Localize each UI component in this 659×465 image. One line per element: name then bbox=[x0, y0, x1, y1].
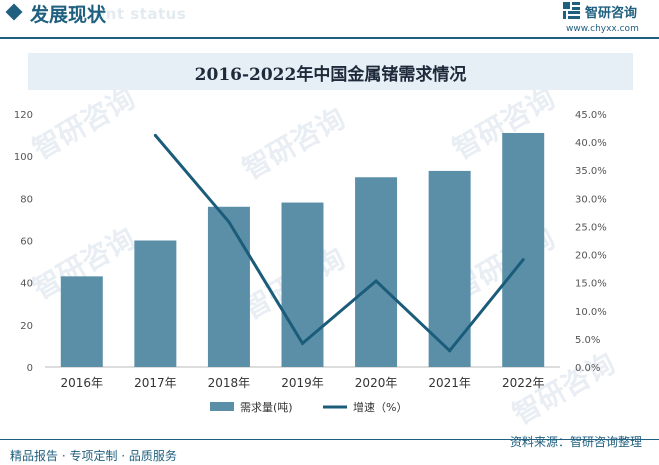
y-left-tick-label: 120 bbox=[14, 110, 33, 121]
bar bbox=[281, 202, 324, 367]
x-tick-label: 2020年 bbox=[355, 376, 398, 390]
y-right-tick-label: 20.0% bbox=[575, 251, 607, 262]
growth-point bbox=[374, 279, 378, 283]
growth-point bbox=[301, 341, 304, 345]
growth-point bbox=[227, 220, 231, 224]
y-left-tick-label: 0 bbox=[27, 363, 33, 374]
brand-url: www.chyxx.com bbox=[566, 24, 639, 34]
x-tick-label: 2016年 bbox=[61, 376, 104, 390]
page-header: ent status 发展现状 智研咨询 www.chyxx.com bbox=[0, 0, 659, 34]
legend-bar-label: 需求量(吨) bbox=[240, 401, 293, 414]
y-left-tick-label: 80 bbox=[20, 194, 33, 205]
x-tick-label: 2021年 bbox=[428, 376, 471, 390]
header-divider bbox=[0, 37, 659, 39]
footer-slogan: 精品报告 · 专项定制 · 品质服务 bbox=[10, 449, 177, 463]
brand-logo-icon bbox=[563, 2, 580, 19]
x-tick-label: 2017年 bbox=[134, 376, 177, 390]
legend-bar-swatch bbox=[210, 402, 234, 411]
section-subtitle: ent status bbox=[95, 5, 187, 23]
footer-divider bbox=[0, 439, 659, 440]
source-note: 资料来源：智研咨询整理 bbox=[510, 435, 643, 449]
y-right-tick-label: 30.0% bbox=[575, 194, 607, 205]
x-tick-label: 2022年 bbox=[502, 376, 545, 390]
y-left-tick-label: 60 bbox=[20, 237, 33, 248]
y-right-tick-label: 45.0% bbox=[575, 110, 607, 121]
y-right-tick-label: 35.0% bbox=[575, 166, 607, 177]
y-right-tick-label: 25.0% bbox=[575, 222, 607, 233]
growth-line bbox=[154, 134, 525, 353]
x-tick-label: 2018年 bbox=[208, 376, 251, 390]
x-tick-label: 2019年 bbox=[281, 376, 324, 390]
chart-title-band bbox=[28, 53, 633, 90]
bar bbox=[355, 177, 398, 367]
section-title: 发展现状 bbox=[30, 4, 107, 26]
y-right-tick-label: 0.0% bbox=[575, 363, 600, 374]
bar bbox=[60, 276, 103, 367]
bar bbox=[207, 206, 250, 367]
bar bbox=[134, 240, 177, 367]
y-left-tick-label: 20 bbox=[20, 321, 33, 332]
legend-line-label: 增速（%） bbox=[353, 400, 407, 414]
growth-point bbox=[521, 258, 525, 262]
y-left-tick-label: 40 bbox=[20, 279, 33, 290]
bar bbox=[502, 132, 545, 367]
y-left-tick-label: 100 bbox=[14, 152, 33, 163]
y-right-tick-label: 10.0% bbox=[575, 307, 607, 318]
brand-name: 智研咨询 bbox=[585, 6, 638, 21]
watermark-text: 智研咨询 bbox=[27, 81, 141, 166]
y-right-tick-label: 40.0% bbox=[575, 138, 607, 149]
chart-title: 2016-2022年中国金属锗需求情况 bbox=[194, 65, 467, 85]
watermark-text: 智研咨询 bbox=[237, 101, 351, 186]
growth-point bbox=[448, 349, 452, 353]
growth-point bbox=[153, 133, 157, 137]
y-right-tick-label: 15.0% bbox=[575, 279, 607, 290]
chart: 智研咨询智研咨询智研咨询智研咨询智研咨询智研咨询智研咨询020406080100… bbox=[14, 81, 621, 430]
y-right-tick-label: 5.0% bbox=[575, 335, 600, 346]
